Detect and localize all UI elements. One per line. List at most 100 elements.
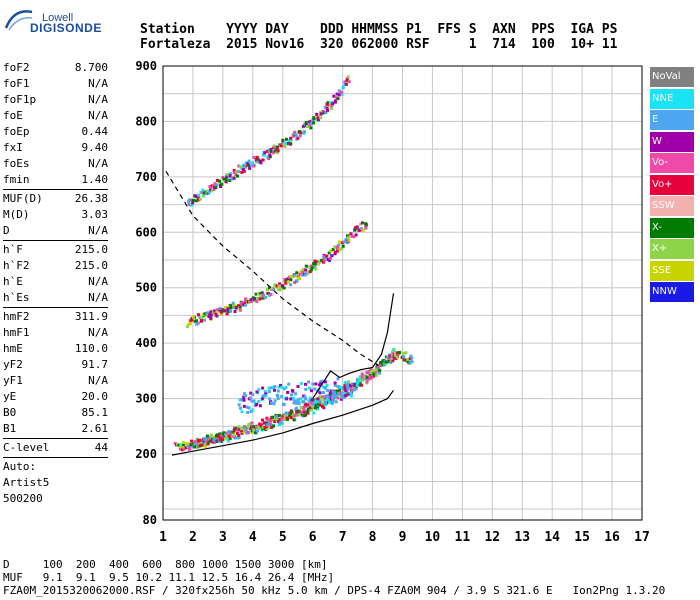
echo-point [230,177,234,181]
echo-point [337,243,341,247]
profile-model-curve [312,293,395,399]
polarization-legend: NoVal NNE E W Vo- Vo+ SSW X- X+ SSE NNW [650,67,694,304]
param-value: 110.0 [74,342,108,355]
echo-point [302,408,306,412]
echo-point [195,322,199,326]
echo-point [263,151,267,155]
legend-item: SSW [650,196,694,216]
echo-point [278,288,282,292]
param-key: foE [3,109,23,122]
param-row: D N/A [3,223,108,239]
echo-point [314,382,318,386]
legend-item: W [650,131,694,152]
echo-point [207,440,211,444]
echo-point [332,390,336,394]
echo-point [355,226,359,230]
echo-point [191,201,195,205]
echo-point [369,367,373,371]
param-key: foF1p [3,93,37,106]
echo-point [292,401,296,405]
echo-point [338,248,342,252]
echo-point [338,385,342,389]
echo-point [259,159,263,163]
param-divider [3,240,108,241]
echo-point [282,141,286,145]
echo-point [363,377,367,381]
echo-point [277,288,281,292]
param-row: hmE 110.0 [3,341,108,357]
echo-point [265,288,269,292]
echo-point [266,423,270,427]
echo-point [256,429,260,433]
echo-point [328,400,332,404]
echo-point [331,102,335,106]
logo-swoosh-icon [4,10,33,31]
echo-point [318,395,322,399]
echo-point [219,310,223,314]
echo-point [273,149,277,153]
echo-point [264,394,268,398]
echo-point [194,319,198,323]
param-value: 215.0 [74,243,108,256]
echo-point [272,402,276,406]
echo-point [199,441,203,445]
echo-point [281,138,285,142]
echo-point [203,312,207,316]
echo-point [248,425,252,429]
echo-point [218,181,222,185]
echo-point [298,272,302,276]
echo-point [295,275,299,279]
legend-item: X+ [650,239,694,259]
echo-point [286,390,290,394]
echo-point [279,144,283,148]
echo-point [333,245,337,249]
echo-point [347,380,351,384]
echo-point [331,394,335,398]
echo-point [317,118,321,122]
x-tick-label: 11 [455,530,471,545]
echo-point [277,413,281,417]
echo-point [272,144,276,148]
echo-point [280,422,284,426]
echo-point [225,431,229,435]
echo-point [186,200,190,204]
param-key: foF2 [3,61,30,74]
echo-point [281,417,285,421]
echo-point [238,305,242,309]
echo-point [286,280,290,284]
echo-point [325,254,329,258]
echo-point [302,400,306,404]
echo-point [242,392,246,396]
echo-point [346,387,350,391]
echo-point [283,418,287,422]
echo-point [181,443,185,447]
echo-point [323,401,327,405]
echo-point [235,431,239,435]
echo-point [302,410,306,414]
x-tick-label: 16 [604,530,620,545]
echo-point [251,296,255,300]
echo-point [252,425,256,429]
echo-point [354,233,358,237]
y-tick-label: 600 [135,225,157,239]
param-key: MUF(D) [3,192,43,205]
echo-point [326,101,330,105]
echo-point [375,365,379,369]
echo-point [246,300,250,304]
echo-point [268,422,272,426]
echo-point [279,383,283,387]
x-tick-label: 2 [189,530,197,545]
echo-point [212,187,216,191]
echo-point [259,161,263,165]
echo-point [292,418,296,422]
echo-point [350,234,354,238]
echo-point [207,314,211,318]
echo-point [266,155,270,159]
echo-point [262,294,266,298]
echo-point [297,413,301,417]
echo-point [209,316,213,320]
param-row: C-level 44 [3,440,108,456]
echo-point [246,425,250,429]
echo-point [252,399,256,403]
echo-point [270,287,274,291]
